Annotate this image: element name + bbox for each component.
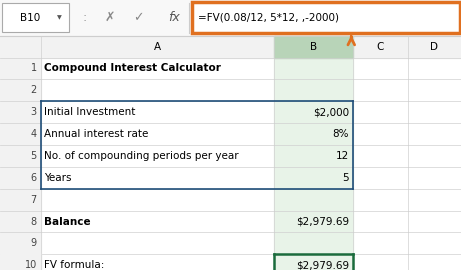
Bar <box>274 211 353 232</box>
Text: 2: 2 <box>30 85 37 95</box>
Bar <box>274 232 353 254</box>
Text: ✗: ✗ <box>105 11 115 24</box>
Text: Annual interest rate: Annual interest rate <box>44 129 148 139</box>
Bar <box>0 254 41 270</box>
Text: FV formula:: FV formula: <box>44 260 105 270</box>
Text: Balance: Balance <box>44 217 91 227</box>
Bar <box>0 0 461 36</box>
Text: 8%: 8% <box>332 129 349 139</box>
Text: C: C <box>377 42 384 52</box>
Text: A: A <box>154 42 161 52</box>
Text: B: B <box>310 42 317 52</box>
Text: 12: 12 <box>336 151 349 161</box>
Bar <box>274 189 353 211</box>
Text: 10: 10 <box>24 260 37 270</box>
Text: Compound Interest Calculator: Compound Interest Calculator <box>44 63 221 73</box>
Text: 4: 4 <box>31 129 37 139</box>
Text: ✓: ✓ <box>133 11 143 24</box>
Text: 6: 6 <box>31 173 37 183</box>
Bar <box>0 36 461 58</box>
Text: 9: 9 <box>31 238 37 248</box>
Text: $2,979.69: $2,979.69 <box>296 260 349 270</box>
FancyBboxPatch shape <box>2 3 69 32</box>
Text: :: : <box>82 11 87 24</box>
Text: 3: 3 <box>31 107 37 117</box>
Text: B10: B10 <box>20 13 40 23</box>
Text: ▼: ▼ <box>57 15 61 20</box>
Text: $2,979.69: $2,979.69 <box>296 217 349 227</box>
Text: 7: 7 <box>30 195 37 205</box>
Text: 8: 8 <box>31 217 37 227</box>
Bar <box>274 145 353 167</box>
Text: Initial Investment: Initial Investment <box>44 107 136 117</box>
Bar <box>274 58 353 79</box>
Bar <box>274 123 353 145</box>
Bar <box>274 36 353 58</box>
Bar <box>274 167 353 189</box>
Text: 1: 1 <box>31 63 37 73</box>
Text: fx: fx <box>168 11 180 24</box>
Text: 5: 5 <box>343 173 349 183</box>
FancyBboxPatch shape <box>192 2 460 33</box>
Bar <box>274 79 353 101</box>
Text: D: D <box>431 42 438 52</box>
Text: $2,000: $2,000 <box>313 107 349 117</box>
Text: =FV(0.08/12, 5*12, ,-2000): =FV(0.08/12, 5*12, ,-2000) <box>198 13 339 23</box>
Text: Years: Years <box>44 173 72 183</box>
Bar <box>0 36 41 270</box>
Text: No. of compounding periods per year: No. of compounding periods per year <box>44 151 239 161</box>
Bar <box>274 254 353 270</box>
Text: 5: 5 <box>30 151 37 161</box>
Bar <box>274 101 353 123</box>
